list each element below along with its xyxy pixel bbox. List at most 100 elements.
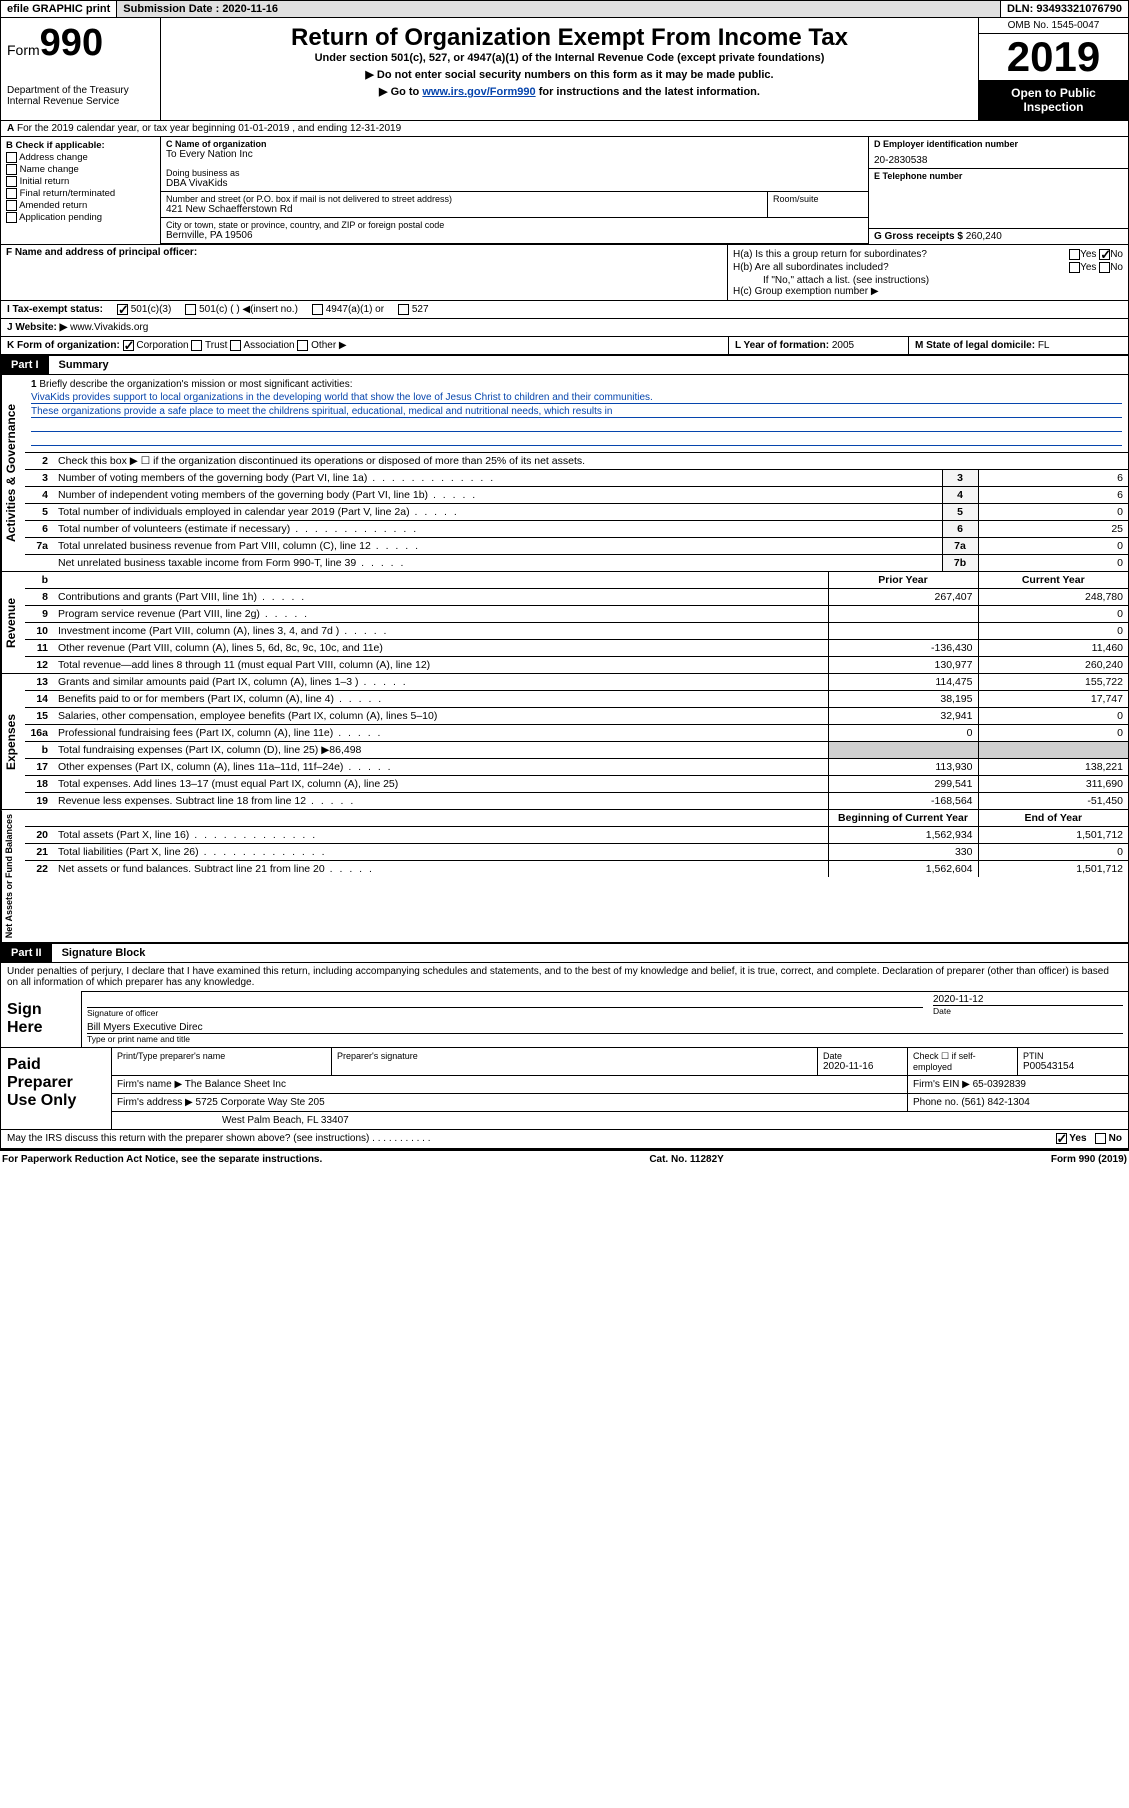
header-right: OMB No. 1545-0047 2019 Open to Public In…	[978, 18, 1128, 120]
line11-curr: 11,460	[978, 640, 1128, 657]
firm-name-label: Firm's name ▶	[117, 1079, 182, 1090]
firm-addr-label: Firm's address ▶	[117, 1097, 193, 1108]
501c-checkbox[interactable]	[185, 304, 196, 315]
form-version: Form 990 (2019)	[1051, 1154, 1127, 1165]
paid-preparer-section: Paid Preparer Use Only Print/Type prepar…	[0, 1048, 1129, 1130]
room-suite-cell: Room/suite	[768, 192, 868, 217]
boy-hdr: Beginning of Current Year	[828, 810, 978, 827]
initial-checkbox[interactable]	[6, 176, 17, 187]
col-b-checkboxes: B Check if applicable: Address change Na…	[1, 137, 161, 244]
ptin-label: PTIN	[1023, 1051, 1123, 1061]
line21-text: Total liabilities (Part X, line 26)	[58, 846, 199, 858]
pending-checkbox[interactable]	[6, 212, 17, 223]
part2-num: Part II	[1, 944, 52, 962]
instr-pre: ▶ Go to	[379, 86, 422, 98]
rev-side-label: Revenue	[1, 572, 25, 673]
corp-label: Corporation	[136, 340, 188, 351]
addr-change-label: Address change	[19, 152, 88, 163]
discuss-question: May the IRS discuss this return with the…	[7, 1133, 431, 1144]
m-value: FL	[1038, 340, 1050, 351]
efile-label[interactable]: efile GRAPHIC print	[1, 1, 116, 17]
instructions-link-row: ▶ Go to www.irs.gov/Form990 for instruct…	[167, 85, 972, 98]
firm-ein: 65-0392839	[973, 1079, 1026, 1090]
trust-label: Trust	[205, 340, 227, 351]
org-name-label: C Name of organization	[166, 139, 863, 149]
expenses-section: Expenses 13Grants and similar amounts pa…	[0, 674, 1129, 810]
line20-eoy: 1,501,712	[978, 827, 1128, 844]
hb-note: If "No," attach a list. (see instruction…	[733, 275, 1123, 286]
hb-yes-checkbox[interactable]	[1069, 262, 1080, 273]
4947-label: 4947(a)(1) or	[326, 304, 384, 315]
form-number: 990	[40, 22, 103, 64]
org-name: To Every Nation Inc	[166, 149, 863, 160]
line4-text: Number of independent voting members of …	[58, 489, 428, 501]
officer-name: Bill Myers Executive Direc	[87, 1022, 1123, 1034]
firm-addr1: 5725 Corporate Way Ste 205	[196, 1097, 325, 1108]
line19-curr: -51,450	[978, 793, 1128, 810]
line19-prior: -168,564	[828, 793, 978, 810]
discuss-no-label: No	[1109, 1134, 1122, 1145]
trust-checkbox[interactable]	[191, 340, 202, 351]
line4-val: 6	[978, 487, 1128, 504]
prep-date: 2020-11-16	[823, 1061, 902, 1072]
discuss-yes-checkbox[interactable]	[1056, 1133, 1067, 1144]
line9-prior	[828, 606, 978, 623]
line16b-text: Total fundraising expenses (Part IX, col…	[58, 744, 361, 756]
name-change-checkbox[interactable]	[6, 164, 17, 175]
527-checkbox[interactable]	[398, 304, 409, 315]
net-table: Beginning of Current YearEnd of Year 20T…	[25, 810, 1128, 877]
4947-checkbox[interactable]	[312, 304, 323, 315]
line5-text: Total number of individuals employed in …	[58, 506, 410, 518]
line7b-text: Net unrelated business taxable income fr…	[58, 557, 356, 569]
line10-curr: 0	[978, 623, 1128, 640]
gross-receipts-value: 260,240	[966, 231, 1002, 242]
part1-num: Part I	[1, 356, 49, 374]
l-value: 2005	[832, 340, 854, 351]
firm-addr2: West Palm Beach, FL 33407	[112, 1112, 1128, 1129]
line18-text: Total expenses. Add lines 13–17 (must eq…	[58, 778, 398, 790]
line22-eoy: 1,501,712	[978, 861, 1128, 878]
ptin-value: P00543154	[1023, 1061, 1123, 1072]
brief-num: 1	[31, 379, 37, 390]
discuss-no-checkbox[interactable]	[1095, 1133, 1106, 1144]
corp-checkbox[interactable]	[123, 340, 134, 351]
website-value: www.Vivakids.org	[70, 322, 148, 333]
501c-label: 501(c) ( ) ◀(insert no.)	[199, 304, 298, 315]
form-subtitle: Under section 501(c), 527, or 4947(a)(1)…	[167, 52, 972, 64]
gov-table: 2Check this box ▶ ☐ if the organization …	[25, 452, 1128, 571]
firm-name: The Balance Sheet Inc	[185, 1079, 286, 1090]
501c3-checkbox[interactable]	[117, 304, 128, 315]
instr-post: for instructions and the latest informat…	[536, 86, 760, 98]
form990-link[interactable]: www.irs.gov/Form990	[422, 86, 535, 98]
other-checkbox[interactable]	[297, 340, 308, 351]
line14-prior: 38,195	[828, 691, 978, 708]
line9-text: Program service revenue (Part VIII, line…	[58, 608, 260, 620]
initial-label: Initial return	[20, 176, 70, 187]
assoc-checkbox[interactable]	[230, 340, 241, 351]
website-row: J Website: ▶ www.Vivakids.org	[0, 319, 1129, 337]
street-label: Number and street (or P.O. box if mail i…	[166, 194, 762, 204]
mission-line3	[31, 420, 1122, 432]
exp-side-label: Expenses	[1, 674, 25, 809]
exempt-label: I Tax-exempt status:	[7, 304, 103, 315]
line8-curr: 248,780	[978, 589, 1128, 606]
line9-curr: 0	[978, 606, 1128, 623]
final-checkbox[interactable]	[6, 188, 17, 199]
gross-receipts-cell: G Gross receipts $ 260,240	[869, 228, 1128, 244]
eoy-hdr: End of Year	[978, 810, 1128, 827]
year-formation-cell: L Year of formation: 2005	[728, 337, 908, 354]
state-domicile-cell: M State of legal domicile: FL	[908, 337, 1128, 354]
line20-boy: 1,562,934	[828, 827, 978, 844]
amended-checkbox[interactable]	[6, 200, 17, 211]
ha-no-checkbox[interactable]	[1099, 249, 1110, 260]
addr-change-checkbox[interactable]	[6, 152, 17, 163]
ha-yes-checkbox[interactable]	[1069, 249, 1080, 260]
line11-text: Other revenue (Part VIII, column (A), li…	[58, 642, 383, 654]
line13-prior: 114,475	[828, 674, 978, 691]
klm-row: K Form of organization: Corporation Trus…	[0, 337, 1129, 355]
pending-label: Application pending	[19, 212, 102, 223]
line5-val: 0	[978, 504, 1128, 521]
street-address: 421 New Schaefferstown Rd	[166, 204, 762, 215]
line7a-text: Total unrelated business revenue from Pa…	[58, 540, 371, 552]
hb-no-checkbox[interactable]	[1099, 262, 1110, 273]
